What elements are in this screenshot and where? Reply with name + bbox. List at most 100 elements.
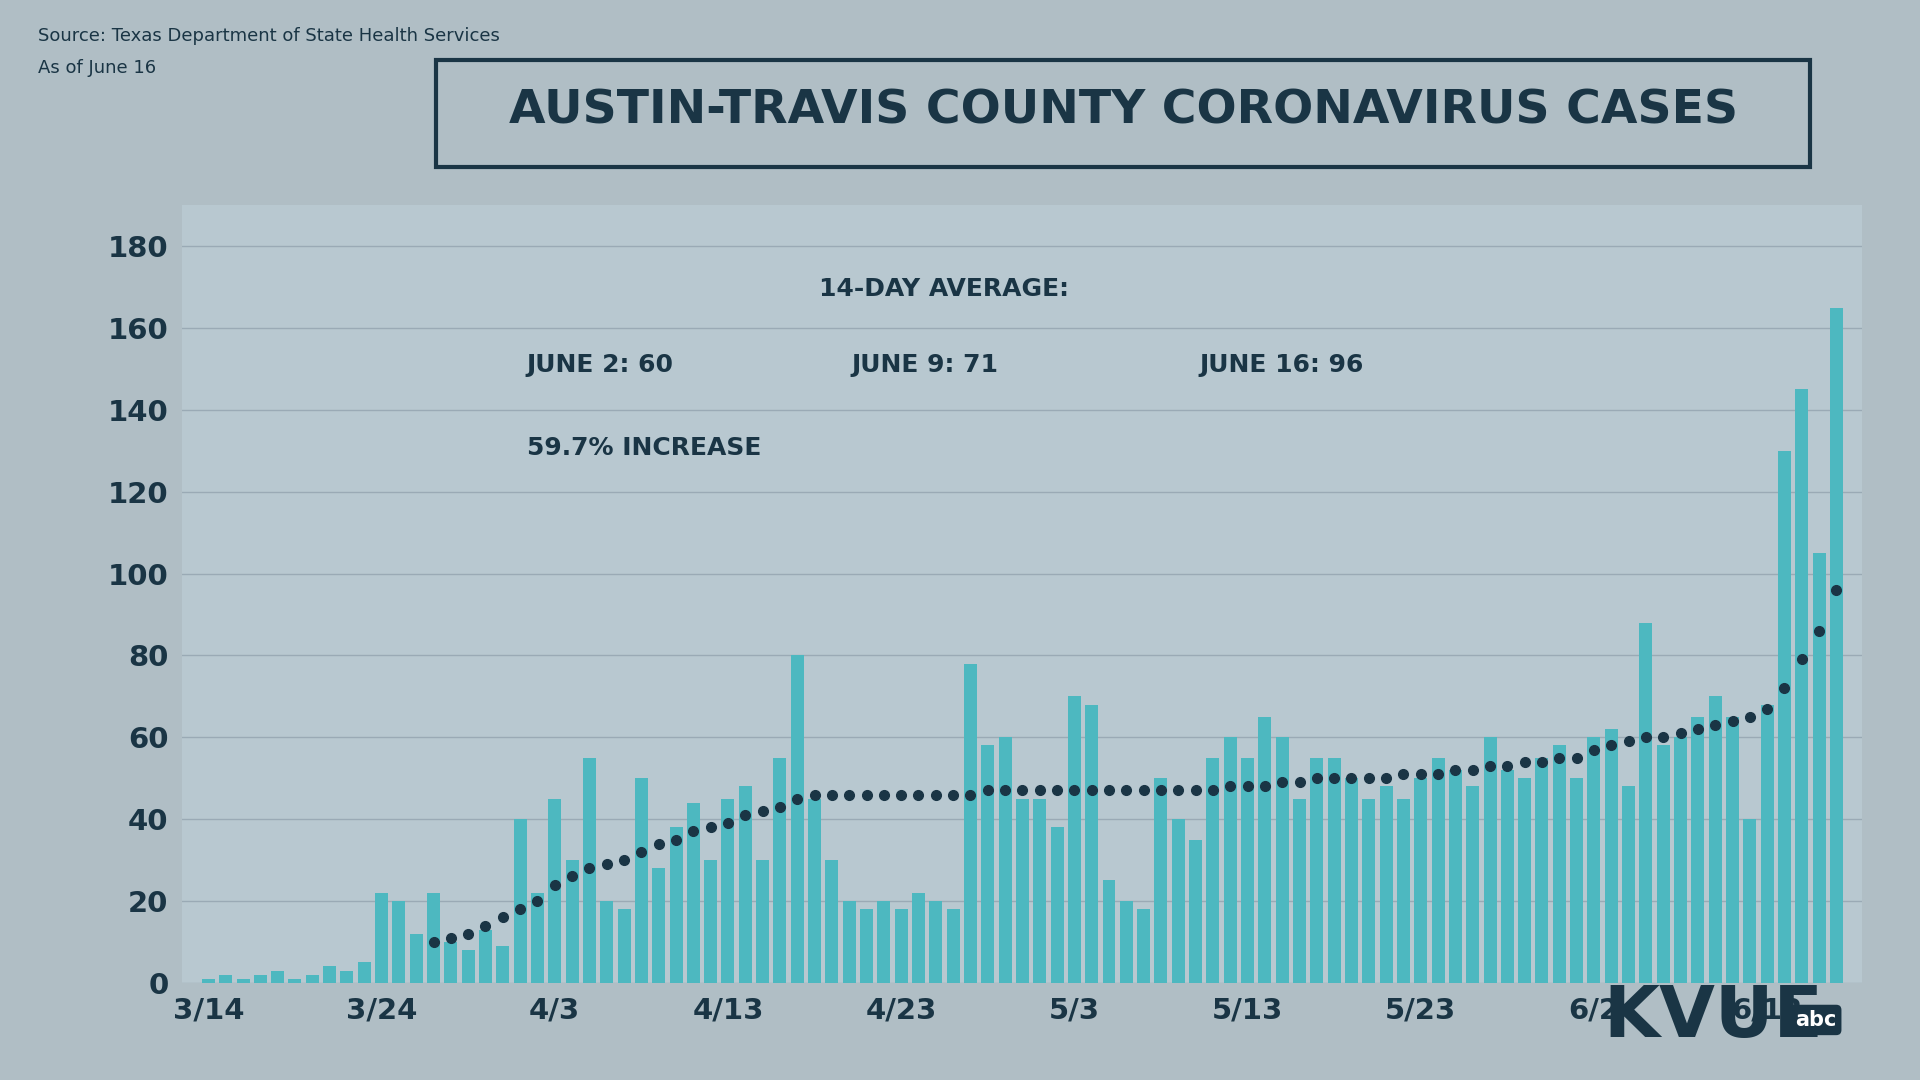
Bar [392, 901, 405, 983]
Bar [601, 901, 612, 983]
Bar [1050, 827, 1064, 983]
Bar [1519, 779, 1530, 983]
Bar [1363, 798, 1375, 983]
Bar [444, 942, 457, 983]
Bar [219, 974, 232, 983]
Bar [843, 901, 856, 983]
Bar [877, 901, 891, 983]
Text: JUNE 16: 96: JUNE 16: 96 [1200, 353, 1363, 378]
Bar [1016, 798, 1029, 983]
Bar [653, 868, 664, 983]
Bar [1778, 450, 1791, 983]
Bar [1830, 308, 1843, 983]
Bar [357, 962, 371, 983]
Bar [1640, 623, 1653, 983]
Bar [1154, 779, 1167, 983]
Bar [1501, 770, 1513, 983]
Bar [305, 974, 319, 983]
Bar [998, 738, 1012, 983]
Bar [947, 909, 960, 983]
Bar [1292, 798, 1306, 983]
Bar [1309, 758, 1323, 983]
Bar [426, 893, 440, 983]
Text: KVUE: KVUE [1603, 984, 1824, 1052]
Bar [1102, 880, 1116, 983]
Bar [374, 893, 388, 983]
Bar [808, 798, 822, 983]
Bar [756, 860, 770, 983]
Bar [1119, 901, 1133, 983]
Bar [1188, 839, 1202, 983]
Bar [1068, 697, 1081, 983]
Bar [202, 978, 215, 983]
Bar [1240, 758, 1254, 983]
Bar [1275, 738, 1288, 983]
Bar [670, 827, 682, 983]
Bar [981, 745, 995, 983]
Bar [340, 971, 353, 983]
Text: abc: abc [1795, 1010, 1836, 1030]
Bar [1085, 704, 1098, 983]
Bar [1467, 786, 1478, 983]
Bar [1484, 738, 1496, 983]
Bar [495, 946, 509, 983]
Bar [1137, 909, 1150, 983]
Bar [1657, 745, 1670, 983]
Bar [774, 758, 787, 983]
Bar [1709, 697, 1722, 983]
Text: 59.7% INCREASE: 59.7% INCREASE [526, 435, 760, 460]
Text: JUNE 9: 71: JUNE 9: 71 [852, 353, 998, 378]
Bar [1171, 819, 1185, 983]
Bar [1450, 770, 1461, 983]
Bar [1223, 738, 1236, 983]
Bar [1536, 758, 1549, 983]
Text: As of June 16: As of June 16 [38, 59, 157, 78]
Bar [1692, 717, 1705, 983]
Text: 14-DAY AVERAGE:: 14-DAY AVERAGE: [820, 276, 1069, 300]
Bar [515, 819, 526, 983]
Bar [964, 663, 977, 983]
Bar [618, 909, 630, 983]
Bar [1327, 758, 1340, 983]
Bar [1726, 717, 1740, 983]
Bar [1743, 819, 1757, 983]
Bar [739, 786, 753, 983]
Bar [1812, 553, 1826, 983]
Bar [912, 893, 925, 983]
Text: Source: Texas Department of State Health Services: Source: Texas Department of State Health… [38, 27, 501, 45]
Bar [1795, 390, 1809, 983]
Bar [1432, 758, 1444, 983]
Bar [549, 798, 561, 983]
Bar [1398, 798, 1409, 983]
Bar [1380, 786, 1392, 983]
Bar [1415, 779, 1427, 983]
Bar [532, 893, 543, 983]
Bar [636, 779, 647, 983]
Text: AUSTIN-TRAVIS COUNTY CORONAVIRUS CASES: AUSTIN-TRAVIS COUNTY CORONAVIRUS CASES [509, 89, 1738, 134]
Bar [705, 860, 718, 983]
Text: JUNE 2: 60: JUNE 2: 60 [526, 353, 674, 378]
Bar [1571, 779, 1584, 983]
Bar [323, 967, 336, 983]
Bar [929, 901, 943, 983]
Bar [1346, 779, 1357, 983]
Bar [461, 950, 474, 983]
Bar [1206, 758, 1219, 983]
FancyBboxPatch shape [436, 59, 1811, 166]
Bar [409, 934, 422, 983]
Bar [566, 860, 578, 983]
Bar [478, 930, 492, 983]
Bar [1605, 729, 1619, 983]
Bar [895, 909, 908, 983]
Bar [271, 971, 284, 983]
Bar [584, 758, 595, 983]
Bar [1553, 745, 1567, 983]
Bar [1674, 738, 1688, 983]
Bar [722, 798, 735, 983]
Bar [1588, 738, 1601, 983]
Bar [687, 802, 699, 983]
Bar [826, 860, 839, 983]
Bar [288, 978, 301, 983]
Bar [1258, 717, 1271, 983]
Bar [1622, 786, 1636, 983]
